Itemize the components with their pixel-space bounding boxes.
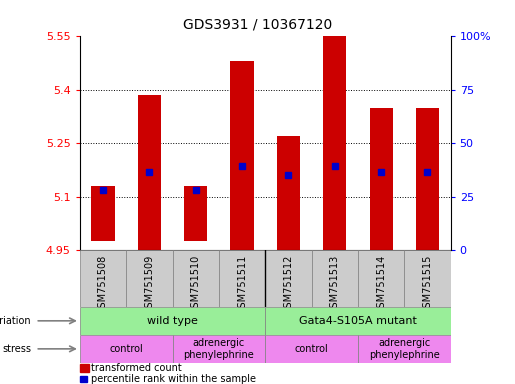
FancyBboxPatch shape	[358, 250, 404, 307]
Bar	[323, 35, 346, 250]
Text: GSM751509: GSM751509	[144, 255, 154, 314]
Text: adrenergic
phenylephrine: adrenergic phenylephrine	[369, 338, 440, 360]
FancyBboxPatch shape	[404, 250, 451, 307]
Text: control: control	[109, 344, 143, 354]
Bar	[184, 186, 207, 241]
Text: GDS3931 / 10367120: GDS3931 / 10367120	[183, 17, 332, 31]
Text: GSM751512: GSM751512	[283, 255, 294, 314]
FancyBboxPatch shape	[265, 335, 358, 363]
Text: stress: stress	[3, 344, 31, 354]
Text: GSM751515: GSM751515	[422, 255, 433, 314]
Text: GSM751514: GSM751514	[376, 255, 386, 314]
Text: genotype/variation: genotype/variation	[0, 316, 31, 326]
FancyBboxPatch shape	[219, 250, 265, 307]
FancyBboxPatch shape	[173, 335, 265, 363]
Text: GSM751508: GSM751508	[98, 255, 108, 314]
Text: Gata4-S105A mutant: Gata4-S105A mutant	[299, 316, 417, 326]
FancyBboxPatch shape	[265, 250, 312, 307]
Text: GSM751513: GSM751513	[330, 255, 340, 314]
Text: adrenergic
phenylephrine: adrenergic phenylephrine	[183, 338, 254, 360]
FancyBboxPatch shape	[126, 250, 173, 307]
FancyBboxPatch shape	[80, 335, 173, 363]
FancyBboxPatch shape	[358, 335, 451, 363]
Bar	[416, 108, 439, 250]
Text: transformed count: transformed count	[91, 363, 182, 373]
Text: percentile rank within the sample: percentile rank within the sample	[91, 374, 256, 384]
FancyBboxPatch shape	[80, 250, 126, 307]
Bar	[231, 61, 253, 250]
FancyBboxPatch shape	[173, 250, 219, 307]
FancyBboxPatch shape	[265, 307, 451, 335]
Text: control: control	[295, 344, 329, 354]
Text: GSM751510: GSM751510	[191, 255, 201, 314]
Bar	[92, 186, 114, 241]
Bar	[369, 108, 392, 250]
Bar	[138, 95, 161, 250]
FancyBboxPatch shape	[312, 250, 358, 307]
Bar	[277, 136, 300, 250]
FancyBboxPatch shape	[80, 307, 265, 335]
Text: wild type: wild type	[147, 316, 198, 326]
Text: GSM751511: GSM751511	[237, 255, 247, 314]
